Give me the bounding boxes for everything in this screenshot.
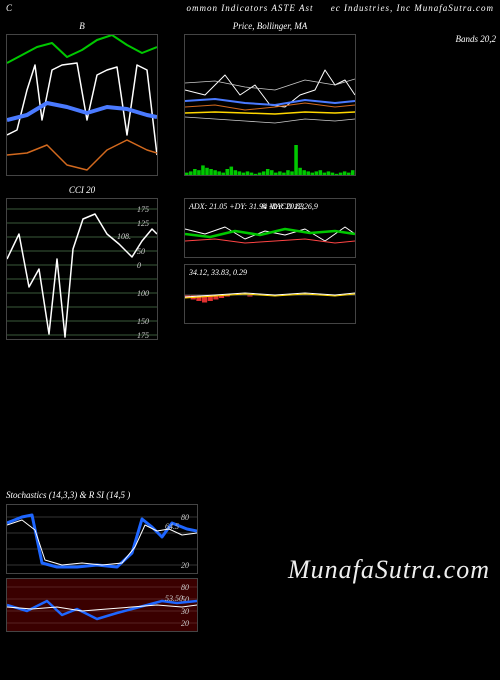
title-cci: CCI 20 — [7, 185, 157, 195]
svg-text:125: 125 — [137, 219, 149, 228]
svg-text:108.: 108. — [117, 232, 131, 241]
svg-text:64.5: 64.5 — [165, 522, 179, 531]
chart-price — [185, 35, 355, 175]
chart-adx: ADX: 21.05 +DY: 31.94 -DY: 20.83 & MACD … — [185, 199, 355, 257]
header-mid: ommon Indicators ASTE Ast — [187, 3, 314, 13]
svg-text:175: 175 — [137, 205, 149, 214]
svg-text:100: 100 — [137, 289, 149, 298]
svg-text:150: 150 — [137, 317, 149, 326]
panel-b: B — [6, 34, 158, 176]
chart-cci: 175125500100150175108. — [7, 199, 157, 339]
title-bands: Bands 20,2 — [352, 34, 496, 44]
panel-cci: CCI 20 175125500100150175108. — [6, 198, 158, 340]
panel-rsi: 8050302053.50 — [6, 578, 198, 632]
svg-text:80: 80 — [181, 513, 189, 522]
svg-text:175: 175 — [137, 331, 149, 339]
title-price: Price, Bollinger, MA — [185, 21, 355, 31]
watermark: MunafaSutra.com — [288, 555, 490, 585]
page-header: C ommon Indicators ASTE Ast ec Industrie… — [0, 0, 500, 16]
svg-text:80: 80 — [181, 583, 189, 592]
chart-stoch: 80 20 64.5 — [7, 505, 197, 573]
svg-text:30: 30 — [180, 607, 189, 616]
svg-text:53.50: 53.50 — [165, 594, 183, 603]
panel-stoch: 80 20 64.5 — [6, 504, 198, 574]
svg-text:34.12, 33.83, 0.29: 34.12, 33.83, 0.29 — [188, 268, 247, 277]
svg-text:20: 20 — [181, 561, 189, 570]
chart-macd: 34.12, 33.83, 0.29 — [185, 265, 355, 323]
header-left: C — [6, 3, 13, 13]
chart-rsi: 8050302053.50 — [7, 579, 197, 631]
panel-macd: 34.12, 33.83, 0.29 — [184, 264, 356, 324]
svg-text:20: 20 — [181, 619, 189, 628]
title-stoch: Stochastics (14,3,3) & R SI (14,5 ) — [6, 490, 500, 500]
panel-adx: ADX: 21.05 +DY: 31.94 -DY: 20.83 & MACD … — [184, 198, 356, 258]
panel-price: Price, Bollinger, MA — [184, 34, 356, 176]
header-right: ec Industries, Inc MunafaSutra.com — [331, 3, 494, 13]
chart-b — [7, 35, 157, 175]
bands-label-area: Bands 20,2 — [356, 34, 500, 176]
svg-text:& MACD 12,26,9: & MACD 12,26,9 — [261, 202, 318, 211]
svg-text:0: 0 — [137, 261, 141, 270]
title-b: B — [7, 21, 157, 31]
